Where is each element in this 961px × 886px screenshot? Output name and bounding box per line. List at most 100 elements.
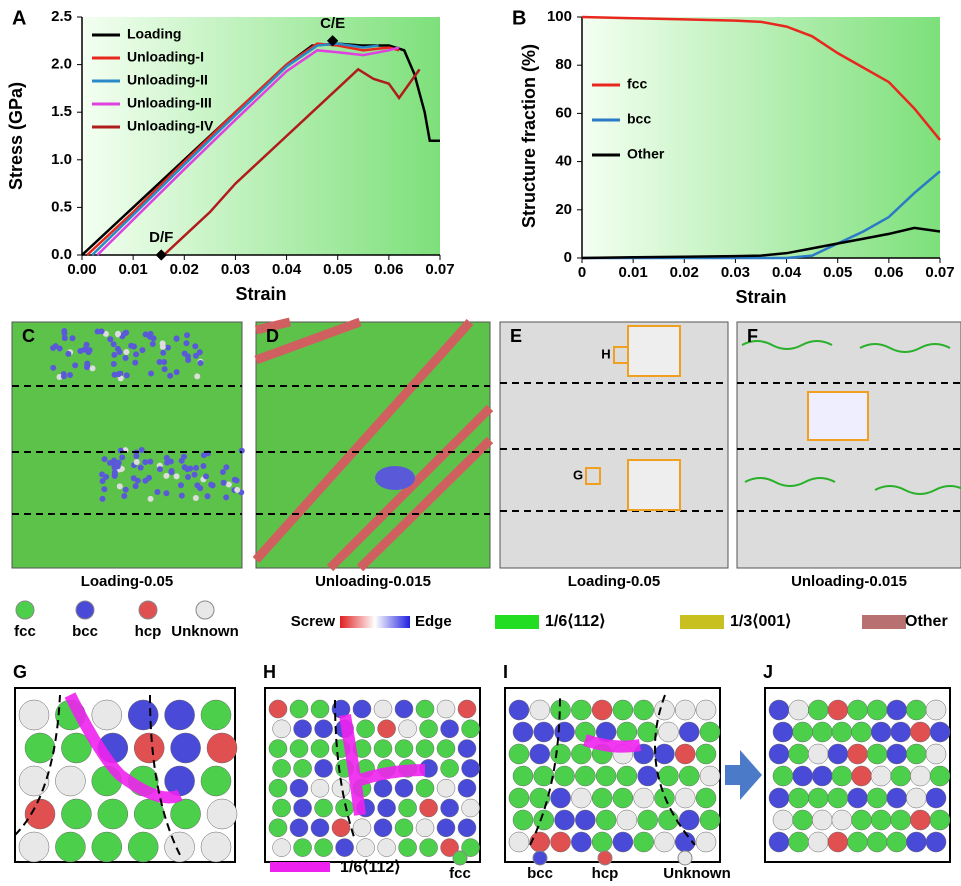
- caption: Loading-0.05: [81, 573, 174, 590]
- atom: [679, 810, 699, 830]
- atom: [67, 372, 73, 378]
- type-label: Other: [905, 613, 948, 630]
- atom: [61, 373, 67, 379]
- y-tick-label: 2.0: [51, 56, 72, 73]
- atom: [232, 477, 238, 483]
- plot-area: [582, 17, 940, 258]
- atom-label: bcc: [72, 623, 98, 640]
- atom: [112, 372, 118, 378]
- atom: [143, 331, 149, 337]
- atom: [420, 839, 438, 857]
- atom: [61, 799, 91, 829]
- atom: [571, 832, 591, 852]
- atom: [200, 463, 206, 469]
- atom: [311, 779, 329, 797]
- atom: [123, 349, 129, 355]
- atom-swatch: [76, 601, 94, 619]
- atom: [658, 766, 678, 786]
- atom: [891, 810, 911, 830]
- atom: [420, 720, 438, 738]
- atom: [887, 832, 907, 852]
- atom: [197, 485, 203, 491]
- atom: [769, 700, 789, 720]
- atom: [930, 766, 950, 786]
- atom: [205, 493, 211, 499]
- snapshot: [737, 322, 961, 568]
- atom: [374, 819, 392, 837]
- atom: [185, 357, 191, 363]
- atom: [437, 779, 455, 797]
- atom: [117, 483, 123, 489]
- inset: [808, 392, 868, 440]
- legend-label: bcc: [627, 111, 651, 127]
- atom: [174, 369, 180, 375]
- atom: [112, 472, 118, 478]
- atom: [192, 343, 198, 349]
- annotation: C/E: [320, 15, 345, 32]
- atom: [828, 744, 848, 764]
- x-tick-label: 0.05: [823, 264, 852, 281]
- atom: [808, 700, 828, 720]
- atom: [696, 700, 716, 720]
- atom: [530, 744, 550, 764]
- atom: [808, 744, 828, 764]
- panel-label: J: [763, 662, 773, 682]
- type-swatch: [270, 862, 330, 872]
- atom: [789, 788, 809, 808]
- atom: [69, 335, 75, 341]
- atom: [221, 480, 227, 486]
- atom: [399, 839, 417, 857]
- atom: [220, 469, 226, 475]
- panel-label: E: [510, 326, 522, 346]
- atom: [848, 788, 868, 808]
- atom: [658, 810, 678, 830]
- atom: [509, 788, 529, 808]
- legend-label: Unloading-IV: [127, 118, 214, 134]
- atom: [165, 766, 195, 796]
- atom: [700, 766, 720, 786]
- atom: [165, 832, 195, 862]
- atom: [119, 454, 125, 460]
- legend-label: Loading: [127, 26, 181, 42]
- atom: [910, 766, 930, 786]
- atom: [157, 466, 163, 472]
- atom: [92, 832, 122, 862]
- atom: [165, 345, 171, 351]
- panel-label: A: [12, 7, 26, 29]
- atom: [773, 766, 793, 786]
- y-tick-label: 20: [555, 201, 572, 218]
- atom: [441, 759, 459, 777]
- atom: [617, 722, 637, 742]
- atom: [25, 733, 55, 763]
- atom: [183, 340, 189, 346]
- atom: [294, 759, 312, 777]
- x-axis-label: Strain: [235, 284, 286, 304]
- atom: [769, 832, 789, 852]
- atom: [171, 799, 201, 829]
- atom: [193, 353, 199, 359]
- atom: [357, 720, 375, 738]
- atom: [613, 700, 633, 720]
- atom: [336, 799, 354, 817]
- atom: [208, 482, 214, 488]
- atom: [700, 722, 720, 742]
- atom: [19, 766, 49, 796]
- panel-label: I: [503, 662, 508, 682]
- atom: [509, 744, 529, 764]
- atom-label: hcp: [135, 623, 162, 640]
- atom: [179, 493, 185, 499]
- dislocation-core: [585, 740, 640, 747]
- atom: [551, 788, 571, 808]
- atom: [571, 700, 591, 720]
- x-tick-label: 0.04: [272, 261, 302, 278]
- atom: [332, 819, 350, 837]
- atom: [148, 496, 154, 502]
- atom: [374, 779, 392, 797]
- atom: [416, 740, 434, 758]
- atom: [926, 832, 946, 852]
- panel-label: G: [13, 662, 27, 682]
- atom: [82, 347, 88, 353]
- atom: [812, 810, 832, 830]
- atom: [201, 832, 231, 862]
- y-tick-label: 1.5: [51, 103, 72, 120]
